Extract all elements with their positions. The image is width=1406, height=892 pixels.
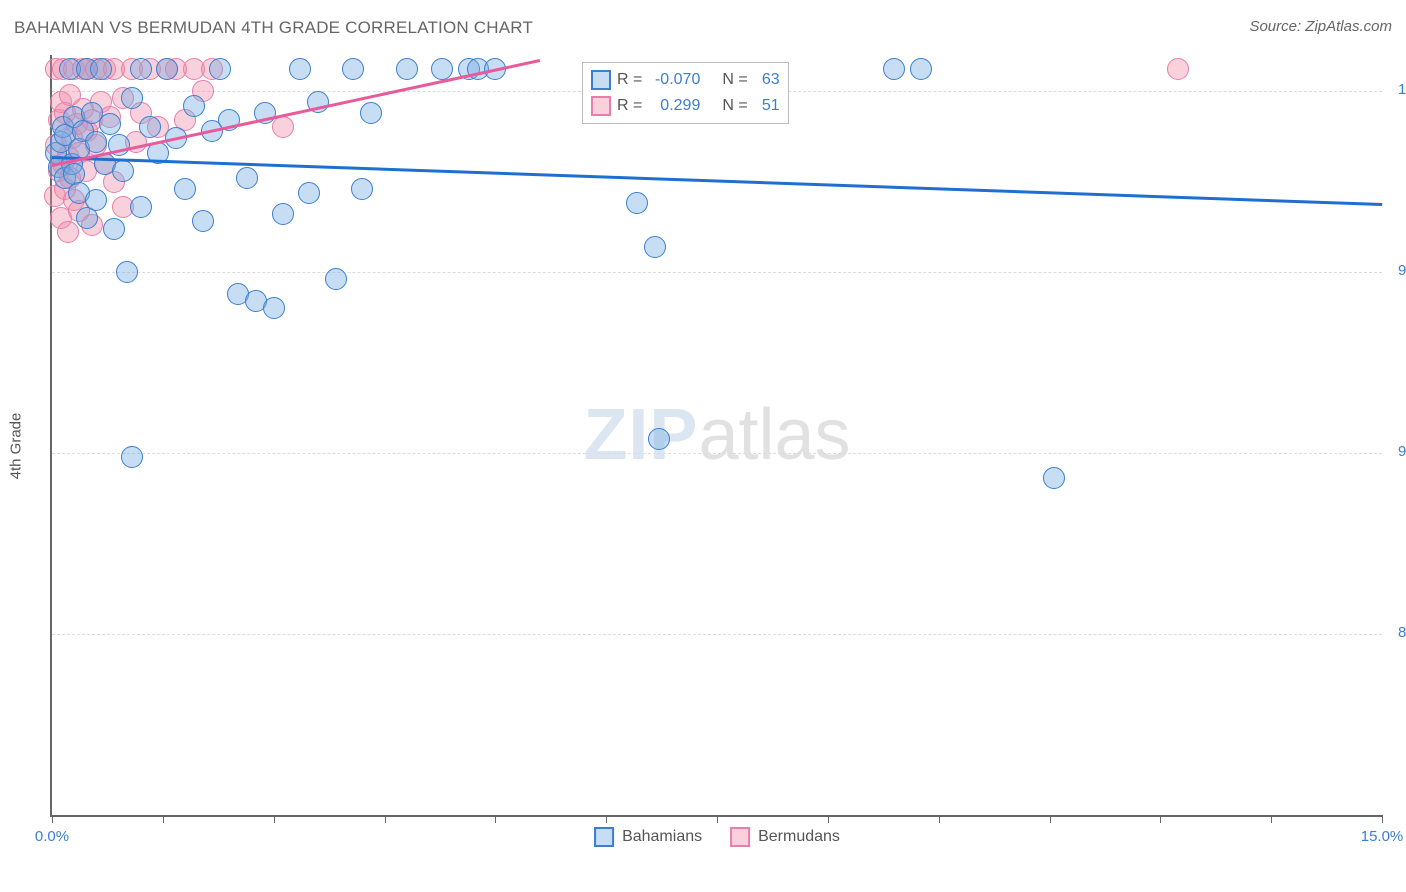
scatter-point — [130, 196, 152, 218]
scatter-point — [99, 113, 121, 135]
x-tick — [717, 815, 718, 823]
x-tick — [828, 815, 829, 823]
x-tick — [495, 815, 496, 823]
scatter-point — [130, 58, 152, 80]
y-tick-label: 85.0% — [1386, 624, 1406, 641]
x-tick-label: 15.0% — [1361, 828, 1404, 845]
y-axis-label: 4th Grade — [8, 413, 25, 480]
scatter-point — [183, 95, 205, 117]
scatter-point — [626, 192, 648, 214]
x-tick — [385, 815, 386, 823]
scatter-point — [116, 261, 138, 283]
stat-r-value: 0.299 — [648, 93, 700, 119]
legend-swatch — [591, 96, 611, 116]
scatter-point — [112, 160, 134, 182]
gridline-h — [52, 634, 1382, 635]
x-tick — [939, 815, 940, 823]
watermark: ZIPatlas — [583, 394, 850, 476]
scatter-point — [289, 58, 311, 80]
scatter-point — [263, 297, 285, 319]
stat-r-label: R = — [617, 93, 642, 119]
bottom-legend: Bahamians Bermudans — [594, 827, 840, 847]
scatter-point — [236, 167, 258, 189]
scatter-point — [325, 268, 347, 290]
scatter-point — [910, 58, 932, 80]
scatter-point — [121, 446, 143, 468]
gridline-h — [52, 272, 1382, 273]
gridline-h — [52, 453, 1382, 454]
x-tick — [606, 815, 607, 823]
stat-n-label: N = — [722, 93, 747, 119]
x-tick — [1271, 815, 1272, 823]
scatter-point — [342, 58, 364, 80]
x-tick-label: 0.0% — [35, 828, 69, 845]
title-bar: BAHAMIAN VS BERMUDAN 4TH GRADE CORRELATI… — [14, 18, 1392, 42]
scatter-point — [1167, 58, 1189, 80]
legend-label: Bermudans — [758, 828, 840, 846]
stat-n-value: 63 — [754, 67, 780, 93]
stats-box: R =-0.070 N = 63 R =0.299 N = 51 — [582, 62, 789, 124]
scatter-point — [85, 131, 107, 153]
x-tick — [52, 815, 53, 823]
x-tick — [1382, 815, 1383, 823]
stat-n-value: 51 — [754, 93, 780, 119]
scatter-point — [351, 178, 373, 200]
scatter-point — [121, 87, 143, 109]
plot-area: ZIPatlas 85.0%90.0%95.0%100.0%0.0%15.0%R… — [50, 55, 1382, 817]
scatter-point — [174, 178, 196, 200]
y-tick-label: 90.0% — [1386, 443, 1406, 460]
scatter-point — [1043, 467, 1065, 489]
chart-title: BAHAMIAN VS BERMUDAN 4TH GRADE CORRELATI… — [14, 18, 533, 37]
stat-r-value: -0.070 — [648, 67, 700, 93]
scatter-point — [103, 218, 125, 240]
scatter-point — [57, 221, 79, 243]
scatter-point — [360, 102, 382, 124]
x-tick — [163, 815, 164, 823]
legend-item: Bahamians — [594, 827, 702, 847]
scatter-point — [272, 203, 294, 225]
scatter-point — [209, 58, 231, 80]
scatter-point — [648, 428, 670, 450]
scatter-point — [156, 58, 178, 80]
x-tick — [1160, 815, 1161, 823]
x-tick — [1050, 815, 1051, 823]
source-label: Source: ZipAtlas.com — [1249, 18, 1392, 35]
stats-row: R =0.299 N = 51 — [591, 93, 780, 119]
scatter-point — [192, 210, 214, 232]
watermark-atlas: atlas — [698, 395, 850, 475]
legend-swatch — [730, 827, 750, 847]
x-tick — [274, 815, 275, 823]
y-tick-label: 95.0% — [1386, 262, 1406, 279]
legend-item: Bermudans — [730, 827, 840, 847]
scatter-point — [139, 116, 161, 138]
stat-n-label: N = — [722, 67, 747, 93]
scatter-point — [396, 58, 418, 80]
watermark-zip: ZIP — [583, 395, 698, 475]
legend-label: Bahamians — [622, 828, 702, 846]
scatter-point — [298, 182, 320, 204]
stats-row: R =-0.070 N = 63 — [591, 67, 780, 93]
legend-swatch — [594, 827, 614, 847]
scatter-point — [883, 58, 905, 80]
scatter-point — [90, 58, 112, 80]
y-tick-label: 100.0% — [1386, 81, 1406, 98]
legend-swatch — [591, 70, 611, 90]
stat-r-label: R = — [617, 67, 642, 93]
scatter-point — [85, 189, 107, 211]
scatter-point — [272, 116, 294, 138]
scatter-point — [644, 236, 666, 258]
